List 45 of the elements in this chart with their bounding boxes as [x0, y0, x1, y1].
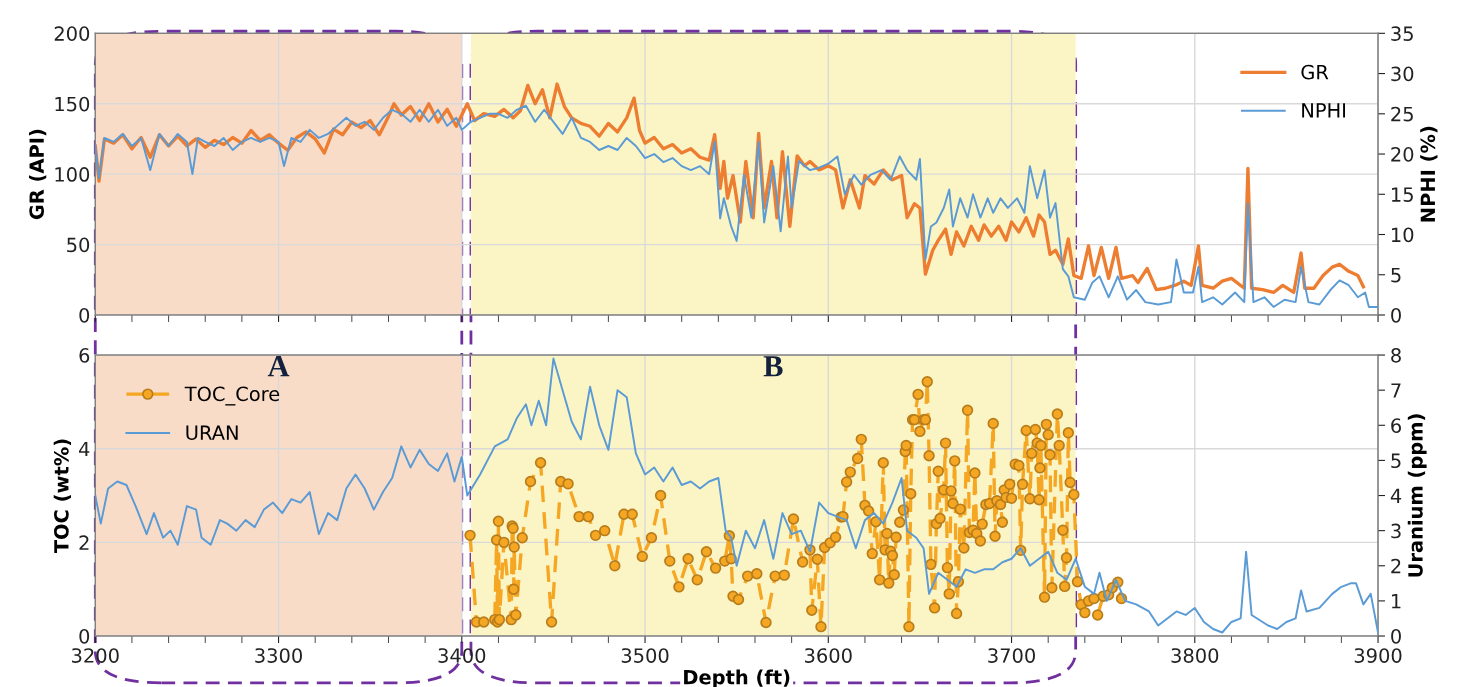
y2-tick-label: 15 [1391, 187, 1413, 202]
y-tick-label: 200 [54, 26, 90, 41]
x-tick-label: 3400 [438, 648, 486, 663]
y-tick-label: 100 [55, 167, 90, 182]
x-tick-label: 3700 [988, 648, 1035, 663]
x-tick-label: 3900 [1354, 648, 1402, 663]
y-tick-label: 6 [79, 348, 90, 363]
x-tick-label: 3300 [255, 648, 302, 663]
band-label: B [763, 356, 783, 377]
y-axis-title: GR (API) [28, 129, 47, 220]
y2-tick-label: 5 [1391, 453, 1401, 469]
y2-tick-label: 35 [1391, 26, 1413, 41]
y2-tick-label: 2 [1391, 558, 1401, 574]
y2-tick-label: 6 [1391, 418, 1401, 433]
y2-tick-label: 0 [1391, 628, 1401, 644]
y-tick-label: 4 [79, 441, 90, 457]
legend-label: TOC_Core [184, 386, 280, 406]
x-tick-label: 3600 [805, 648, 852, 663]
y2-tick-label: 25 [1391, 106, 1413, 122]
y2-tick-label: 0 [1391, 307, 1401, 323]
y-tick-label: 2 [79, 535, 89, 550]
y-tick-label: 0 [79, 628, 90, 644]
line-series [95, 357, 1379, 634]
y-tick-label: 150 [55, 96, 90, 112]
y2-tick-label: 7 [1391, 383, 1401, 398]
y2-axis-title: Uranium (ppm) [1407, 414, 1427, 577]
x-tick-label: 3500 [621, 648, 669, 663]
x-tick-label: 3800 [1171, 648, 1219, 663]
legend-label: GR [1301, 64, 1329, 80]
y-tick-label: 50 [67, 237, 90, 253]
y2-tick-label: 20 [1391, 146, 1414, 162]
y2-tick-label: 1 [1391, 594, 1401, 609]
y2-tick-label: 8 [1391, 348, 1401, 363]
y2-tick-label: 5 [1391, 267, 1401, 283]
band-label: A [267, 356, 290, 377]
y-tick-label: 0 [79, 307, 90, 323]
legend-label: NPHI [1302, 103, 1346, 118]
y2-tick-label: 4 [1390, 488, 1402, 503]
y2-tick-label: 30 [1391, 66, 1414, 82]
y2-tick-label: 3 [1391, 523, 1401, 539]
y2-axis-title: NPHI (%) [1420, 126, 1438, 222]
line-series [95, 104, 1379, 308]
y-axis-title: TOC (wt%) [53, 439, 72, 554]
legend-label: URAN [186, 425, 238, 441]
y2-tick-label: 10 [1391, 227, 1414, 243]
